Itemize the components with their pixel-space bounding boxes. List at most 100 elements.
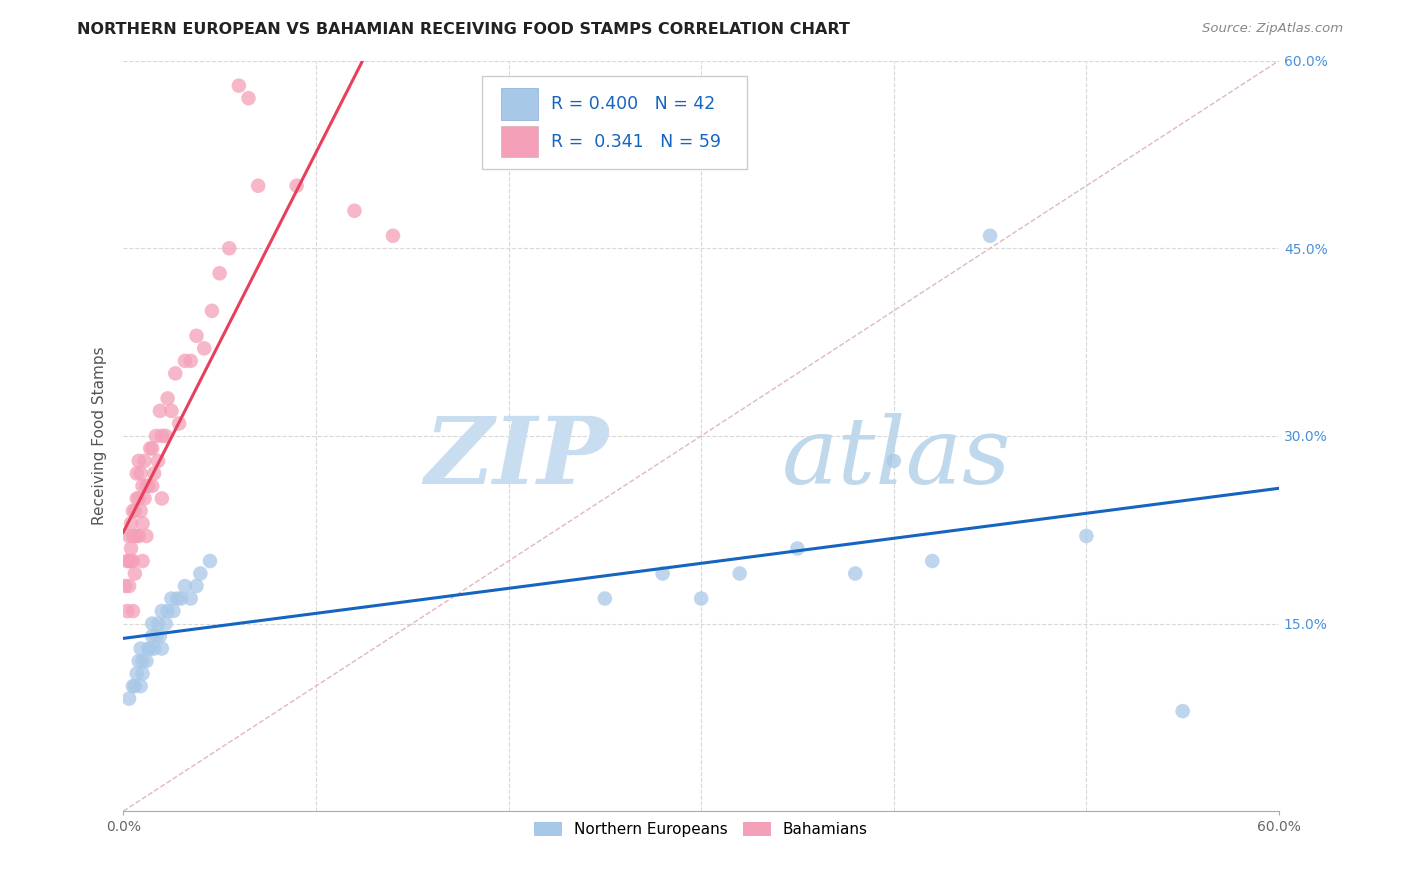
Point <box>135 529 157 543</box>
Point <box>131 666 153 681</box>
Point <box>218 241 240 255</box>
Point <box>122 504 145 518</box>
Point <box>125 467 148 481</box>
Point <box>156 604 179 618</box>
Point <box>118 691 141 706</box>
Point <box>146 454 169 468</box>
Point <box>921 554 943 568</box>
Bar <box>501 88 538 120</box>
Point <box>141 616 163 631</box>
Point <box>381 228 404 243</box>
Point <box>139 442 162 456</box>
Point <box>150 641 173 656</box>
Point <box>141 629 163 643</box>
Point <box>131 479 153 493</box>
Point <box>118 579 141 593</box>
Point <box>166 591 188 606</box>
Point <box>198 554 221 568</box>
Point <box>129 504 152 518</box>
Point <box>138 641 160 656</box>
Point <box>138 479 160 493</box>
Point <box>180 354 202 368</box>
Point <box>124 529 146 543</box>
Point <box>131 516 153 531</box>
Point <box>149 404 172 418</box>
Point <box>124 679 146 693</box>
Text: ZIP: ZIP <box>425 413 609 503</box>
Point <box>186 329 208 343</box>
Point <box>135 479 157 493</box>
Point <box>186 579 208 593</box>
Point <box>115 604 138 618</box>
Point <box>128 491 150 506</box>
Point <box>124 566 146 581</box>
Point <box>979 228 1001 243</box>
Point <box>122 604 145 618</box>
Point <box>174 579 197 593</box>
Point <box>128 454 150 468</box>
FancyBboxPatch shape <box>482 76 748 169</box>
Point <box>120 554 142 568</box>
Text: R = 0.400   N = 42: R = 0.400 N = 42 <box>551 95 716 113</box>
Point <box>593 591 616 606</box>
Y-axis label: Receiving Food Stamps: Receiving Food Stamps <box>93 347 107 525</box>
Point <box>125 491 148 506</box>
Point <box>162 604 184 618</box>
Point <box>150 604 173 618</box>
Point <box>120 516 142 531</box>
Point <box>150 429 173 443</box>
Point <box>120 541 142 556</box>
Point <box>883 454 905 468</box>
Point <box>146 616 169 631</box>
Point <box>180 591 202 606</box>
Point <box>129 641 152 656</box>
Point <box>122 529 145 543</box>
Point <box>228 78 250 93</box>
Point <box>141 479 163 493</box>
Legend: Northern Europeans, Bahamians: Northern Europeans, Bahamians <box>527 814 876 845</box>
Point <box>114 579 136 593</box>
Point <box>844 566 866 581</box>
Point <box>160 404 183 418</box>
Point <box>128 654 150 668</box>
Text: NORTHERN EUROPEAN VS BAHAMIAN RECEIVING FOOD STAMPS CORRELATION CHART: NORTHERN EUROPEAN VS BAHAMIAN RECEIVING … <box>77 22 851 37</box>
Point <box>128 529 150 543</box>
Point <box>125 666 148 681</box>
Point <box>1076 529 1098 543</box>
Point <box>129 467 152 481</box>
Point <box>160 591 183 606</box>
Point <box>134 454 156 468</box>
Point <box>129 679 152 693</box>
Point <box>134 491 156 506</box>
Point <box>143 467 166 481</box>
Point <box>285 178 308 193</box>
Point <box>141 442 163 456</box>
Point <box>208 266 231 280</box>
Point <box>115 554 138 568</box>
Point <box>122 554 145 568</box>
Point <box>156 392 179 406</box>
Text: atlas: atlas <box>782 413 1011 503</box>
Point <box>201 303 224 318</box>
Point <box>143 641 166 656</box>
Point <box>167 417 190 431</box>
Point <box>131 654 153 668</box>
Text: Source: ZipAtlas.com: Source: ZipAtlas.com <box>1202 22 1343 36</box>
Point <box>193 342 215 356</box>
Point <box>1171 704 1194 718</box>
Point <box>150 491 173 506</box>
Point <box>145 629 167 643</box>
Point <box>247 178 270 193</box>
Point <box>125 529 148 543</box>
Point <box>131 554 153 568</box>
Bar <box>501 126 538 158</box>
Point <box>728 566 751 581</box>
Point <box>238 91 260 105</box>
Point <box>118 529 141 543</box>
Point <box>651 566 673 581</box>
Point <box>139 641 162 656</box>
Text: R =  0.341   N = 59: R = 0.341 N = 59 <box>551 133 721 151</box>
Point <box>343 203 366 218</box>
Point <box>135 654 157 668</box>
Point <box>155 429 177 443</box>
